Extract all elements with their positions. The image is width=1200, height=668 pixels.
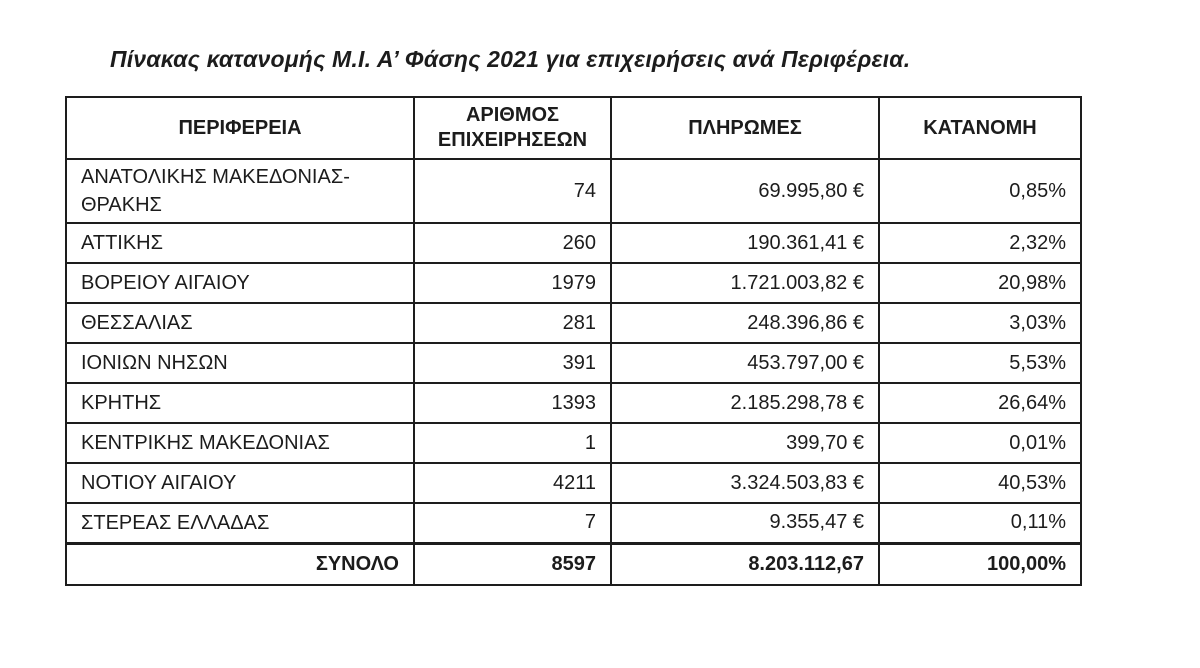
table-row: ΣΤΕΡΕΑΣ ΕΛΛΑΔΑΣ 7 9.355,47 € 0,11%: [65, 502, 1082, 544]
header-allocation: ΚΑΤΑΝΟΜΗ: [878, 96, 1082, 160]
table-header-row: ΠΕΡΙΦΕΡΕΙΑ ΑΡΙΘΜΟΣ ΕΠΙΧΕΙΡΗΣΕΩΝ ΠΛΗΡΩΜΕΣ…: [65, 96, 1082, 160]
header-payments: ΠΛΗΡΩΜΕΣ: [610, 96, 880, 160]
region-cell: ΒΟΡΕΙΟΥ ΑΙΓΑΙΟΥ: [65, 262, 415, 304]
allocation-cell: 2,32%: [878, 222, 1082, 264]
region-cell: ΑΝΑΤΟΛΙΚΗΣ ΜΑΚΕΔΟΝΙΑΣ-ΘΡΑΚΗΣ: [65, 158, 415, 224]
allocation-cell: 0,01%: [878, 422, 1082, 464]
region-cell: ΝΟΤΙΟΥ ΑΙΓΑΙΟΥ: [65, 462, 415, 504]
region-cell: ΚΡΗΤΗΣ: [65, 382, 415, 424]
table-row: ΑΝΑΤΟΛΙΚΗΣ ΜΑΚΕΔΟΝΙΑΣ-ΘΡΑΚΗΣ 74 69.995,8…: [65, 158, 1082, 224]
allocation-cell: 20,98%: [878, 262, 1082, 304]
businesses-cell: 1: [413, 422, 612, 464]
table-row: ΘΕΣΣΑΛΙΑΣ 281 248.396,86 € 3,03%: [65, 302, 1082, 344]
businesses-cell: 1979: [413, 262, 612, 304]
region-cell: ΣΤΕΡΕΑΣ ΕΛΛΑΔΑΣ: [65, 502, 415, 544]
total-label: ΣΥΝΟΛΟ: [65, 541, 415, 586]
table-total-row: ΣΥΝΟΛΟ 8597 8.203.112,67 100,00%: [65, 541, 1082, 586]
table-row: ΑΤΤΙΚΗΣ 260 190.361,41 € 2,32%: [65, 222, 1082, 264]
payments-cell: 399,70 €: [610, 422, 880, 464]
allocation-cell: 5,53%: [878, 342, 1082, 384]
businesses-cell: 1393: [413, 382, 612, 424]
region-cell: ΙΟΝΙΩΝ ΝΗΣΩΝ: [65, 342, 415, 384]
header-region: ΠΕΡΙΦΕΡΕΙΑ: [65, 96, 415, 160]
allocation-cell: 0,11%: [878, 502, 1082, 544]
businesses-cell: 260: [413, 222, 612, 264]
payments-cell: 1.721.003,82 €: [610, 262, 880, 304]
payments-cell: 190.361,41 €: [610, 222, 880, 264]
payments-cell: 69.995,80 €: [610, 158, 880, 224]
businesses-cell: 7: [413, 502, 612, 544]
region-cell: ΘΕΣΣΑΛΙΑΣ: [65, 302, 415, 344]
total-payments-cell: 8.203.112,67: [610, 541, 880, 586]
businesses-cell: 391: [413, 342, 612, 384]
page-title: Πίνακας κατανομής Μ.Ι. Α’ Φάσης 2021 για…: [110, 46, 911, 72]
region-cell: ΑΤΤΙΚΗΣ: [65, 222, 415, 264]
payments-cell: 2.185.298,78 €: [610, 382, 880, 424]
table-row: ΚΡΗΤΗΣ 1393 2.185.298,78 € 26,64%: [65, 382, 1082, 424]
allocation-cell: 0,85%: [878, 158, 1082, 224]
table-row: ΝΟΤΙΟΥ ΑΙΓΑΙΟΥ 4211 3.324.503,83 € 40,53…: [65, 462, 1082, 504]
payments-cell: 248.396,86 €: [610, 302, 880, 344]
region-cell: ΚΕΝΤΡΙΚΗΣ ΜΑΚΕΔΟΝΙΑΣ: [65, 422, 415, 464]
total-businesses-cell: 8597: [413, 541, 612, 586]
table-row: ΒΟΡΕΙΟΥ ΑΙΓΑΙΟΥ 1979 1.721.003,82 € 20,9…: [65, 262, 1082, 304]
allocation-cell: 3,03%: [878, 302, 1082, 344]
header-businesses: ΑΡΙΘΜΟΣ ΕΠΙΧΕΙΡΗΣΕΩΝ: [413, 96, 612, 160]
businesses-cell: 4211: [413, 462, 612, 504]
payments-cell: 453.797,00 €: [610, 342, 880, 384]
table-row: ΚΕΝΤΡΙΚΗΣ ΜΑΚΕΔΟΝΙΑΣ 1 399,70 € 0,01%: [65, 422, 1082, 464]
allocation-table: ΠΕΡΙΦΕΡΕΙΑ ΑΡΙΘΜΟΣ ΕΠΙΧΕΙΡΗΣΕΩΝ ΠΛΗΡΩΜΕΣ…: [65, 96, 1082, 586]
allocation-cell: 40,53%: [878, 462, 1082, 504]
table-row: ΙΟΝΙΩΝ ΝΗΣΩΝ 391 453.797,00 € 5,53%: [65, 342, 1082, 384]
payments-cell: 9.355,47 €: [610, 502, 880, 544]
allocation-cell: 26,64%: [878, 382, 1082, 424]
payments-cell: 3.324.503,83 €: [610, 462, 880, 504]
total-allocation-cell: 100,00%: [878, 541, 1082, 586]
businesses-cell: 74: [413, 158, 612, 224]
businesses-cell: 281: [413, 302, 612, 344]
